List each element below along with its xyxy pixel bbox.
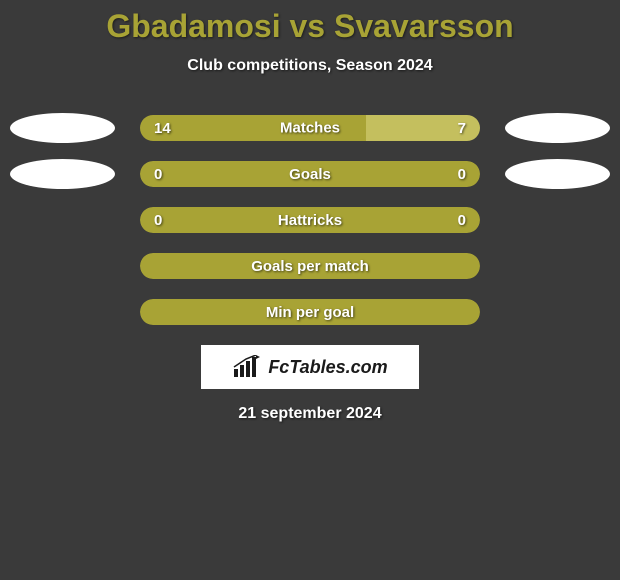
stat-row: Min per goal <box>0 299 620 325</box>
subtitle: Club competitions, Season 2024 <box>0 57 620 75</box>
bar-single: Min per goal <box>140 299 480 325</box>
stat-left-value: 0 <box>154 166 162 183</box>
stat-bar: Min per goal <box>140 299 480 325</box>
bar-right-segment: 7 <box>366 115 480 141</box>
stat-label: Hattricks <box>278 212 342 229</box>
stat-label: Goals <box>289 166 331 183</box>
stat-right-value: 0 <box>458 166 466 183</box>
stat-bar: Goals per match <box>140 253 480 279</box>
date-text: 21 september 2024 <box>0 405 620 423</box>
page-title: Gbadamosi vs Svavarsson <box>0 8 620 45</box>
stat-bar: 0 Hattricks 0 <box>140 207 480 233</box>
bar-single: 0 Hattricks 0 <box>140 207 480 233</box>
bar-single: Goals per match <box>140 253 480 279</box>
player-left-ellipse <box>10 113 115 143</box>
chart-icon <box>232 355 262 379</box>
logo-text: FcTables.com <box>268 357 387 378</box>
player-right-ellipse <box>505 159 610 189</box>
stat-row: 147Matches <box>0 115 620 141</box>
stat-label: Min per goal <box>266 304 354 321</box>
stat-left-value: 0 <box>154 212 162 229</box>
infographic-container: Gbadamosi vs Svavarsson Club competition… <box>0 0 620 423</box>
player-right-ellipse <box>505 113 610 143</box>
stat-row: 0 Goals 0 <box>0 161 620 187</box>
stats-area: 147Matches 0 Goals 0 0 Hattricks 0 Goals per ma… <box>0 115 620 325</box>
player-left-ellipse <box>10 159 115 189</box>
stat-right-value: 0 <box>458 212 466 229</box>
stat-label: Goals per match <box>251 258 369 275</box>
stat-bar: 0 Goals 0 <box>140 161 480 187</box>
stat-bar: 147Matches <box>140 115 480 141</box>
bar-single: 0 Goals 0 <box>140 161 480 187</box>
stat-row: Goals per match <box>0 253 620 279</box>
logo-box: FcTables.com <box>201 345 419 389</box>
bar-left-segment: 14 <box>140 115 366 141</box>
stat-row: 0 Hattricks 0 <box>0 207 620 233</box>
